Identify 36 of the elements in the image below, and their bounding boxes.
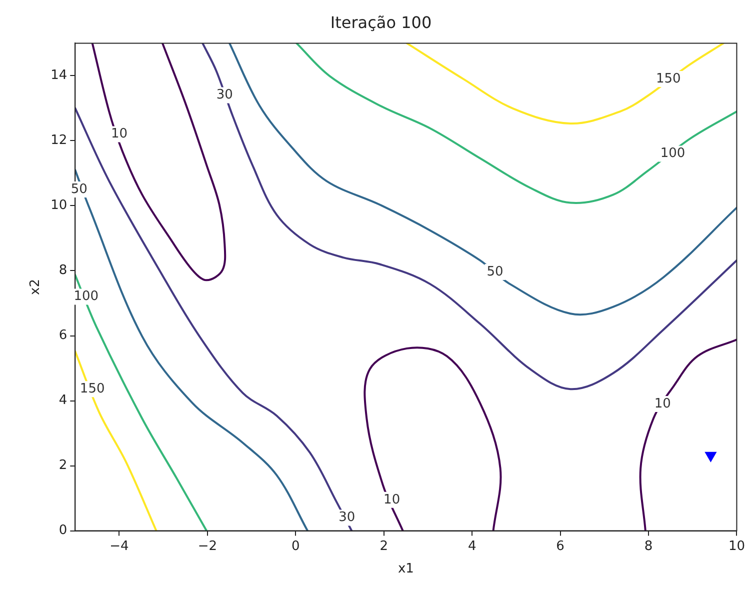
line-series — [75, 274, 208, 531]
x-tick-label: −4 — [110, 538, 129, 554]
y-tick-label: 2 — [58, 458, 68, 474]
line-series — [639, 338, 737, 531]
line-series — [75, 350, 158, 531]
x-tick-label: 8 — [644, 538, 653, 554]
annotation: 150 — [656, 71, 681, 86]
x-tick-label: 2 — [380, 538, 388, 554]
line-series — [406, 43, 724, 124]
annotation: 50 — [70, 182, 88, 197]
y-tick-label: 4 — [58, 393, 68, 408]
y-tick-label: 8 — [58, 263, 68, 278]
x-tick-label: 10 — [728, 538, 745, 554]
annotation: 100 — [74, 289, 99, 304]
y-tick-label: 0 — [58, 523, 68, 538]
annotation: 100 — [660, 146, 686, 162]
y-tick-label: 10 — [50, 198, 68, 214]
annotation: 150 — [80, 381, 105, 396]
annotation: 50 — [486, 264, 504, 280]
chart-title: Iteração 100 — [330, 12, 432, 32]
y-tick-label: 12 — [50, 133, 68, 148]
annotation: 30 — [338, 510, 356, 526]
line-series — [202, 43, 737, 390]
y-tick-label: 14 — [50, 68, 68, 84]
y-axis-title: x2 — [28, 279, 44, 295]
line-series — [296, 43, 737, 204]
annotation: 30 — [216, 88, 233, 103]
y-tick-label: 6 — [58, 328, 68, 344]
x-tick-label: 0 — [292, 538, 300, 554]
annotation: 10 — [654, 396, 671, 412]
x-axis-title: x1 — [398, 562, 414, 577]
x-tick-label: −2 — [198, 538, 218, 554]
x-tick-label: 4 — [468, 538, 476, 554]
x-tick-label: 6 — [556, 538, 564, 554]
annotation: 10 — [384, 492, 400, 508]
annotation: 10 — [110, 126, 128, 142]
